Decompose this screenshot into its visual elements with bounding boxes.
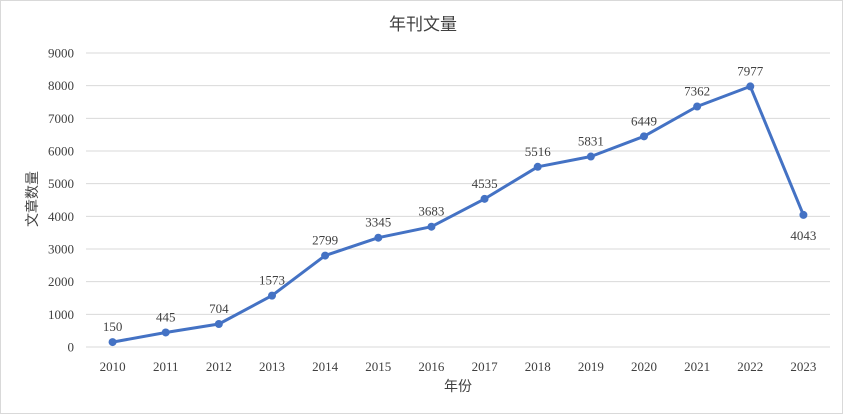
data-label: 3683 [418, 204, 444, 219]
data-labels: 150 445 704 1573 2799 3345 3683 4535 5516 5831 644… [103, 63, 817, 334]
data-point [586, 152, 595, 161]
x-tick-label: 2014 [312, 359, 339, 374]
data-label: 2799 [312, 233, 338, 248]
gridlines [86, 52, 830, 348]
x-tick-label: 2018 [525, 359, 551, 374]
y-axis-title: 文章数量 [24, 171, 41, 227]
data-point [480, 194, 489, 203]
data-point [214, 320, 223, 329]
data-label: 4043 [790, 228, 816, 243]
x-tick-label: 2021 [684, 359, 710, 374]
data-label: 4535 [472, 176, 498, 191]
data-point [533, 162, 542, 171]
data-point [427, 222, 436, 231]
x-tick-label: 2016 [418, 359, 445, 374]
data-point [640, 132, 648, 141]
x-tick-label: 2017 [472, 359, 499, 374]
series-layer [108, 82, 808, 347]
data-point [161, 328, 170, 337]
x-axis-ticks: 2010 2011 2012 2013 2014 2015 2016 2017 2018 2019… [100, 359, 817, 374]
y-tick-label: 3000 [48, 242, 74, 257]
y-tick-label: 1000 [48, 307, 74, 322]
data-label: 5831 [578, 134, 604, 149]
x-tick-label: 2023 [790, 359, 816, 374]
data-label: 704 [209, 301, 229, 316]
data-point [268, 291, 276, 300]
x-tick-label: 2019 [578, 359, 604, 374]
data-point [321, 251, 330, 260]
y-tick-label: 5000 [48, 176, 74, 191]
x-tick-label: 2012 [206, 359, 232, 374]
y-tick-label: 8000 [48, 78, 74, 93]
x-tick-label: 2022 [737, 359, 763, 374]
data-label: 3345 [365, 215, 391, 230]
data-point [374, 233, 383, 242]
x-tick-label: 2020 [631, 359, 657, 374]
data-point [799, 210, 808, 219]
x-tick-label: 2011 [153, 359, 179, 374]
y-axis-ticks: 0 1000 2000 3000 4000 5000 6000 7000 8000 9000 [48, 46, 74, 355]
data-label: 6449 [631, 113, 657, 128]
x-axis-title: 年份 [444, 379, 472, 395]
data-label: 5516 [525, 144, 552, 159]
data-label: 1573 [259, 273, 285, 288]
data-point [746, 82, 755, 91]
data-label: 7362 [684, 84, 710, 99]
chart-title: 年刊文量 [389, 15, 457, 35]
y-tick-label: 2000 [48, 274, 74, 289]
y-tick-label: 9000 [48, 46, 74, 61]
x-tick-label: 2015 [365, 359, 391, 374]
y-tick-label: 0 [68, 340, 75, 355]
data-label: 7977 [737, 63, 764, 78]
series-line [111, 84, 805, 344]
x-tick-label: 2010 [100, 359, 126, 374]
data-point [693, 102, 702, 111]
y-tick-label: 6000 [48, 144, 74, 159]
data-label: 445 [156, 309, 176, 324]
data-point [108, 338, 117, 347]
data-label: 150 [103, 319, 123, 334]
y-tick-label: 7000 [48, 111, 74, 126]
y-tick-label: 4000 [48, 209, 74, 224]
x-tick-label: 2013 [259, 359, 285, 374]
